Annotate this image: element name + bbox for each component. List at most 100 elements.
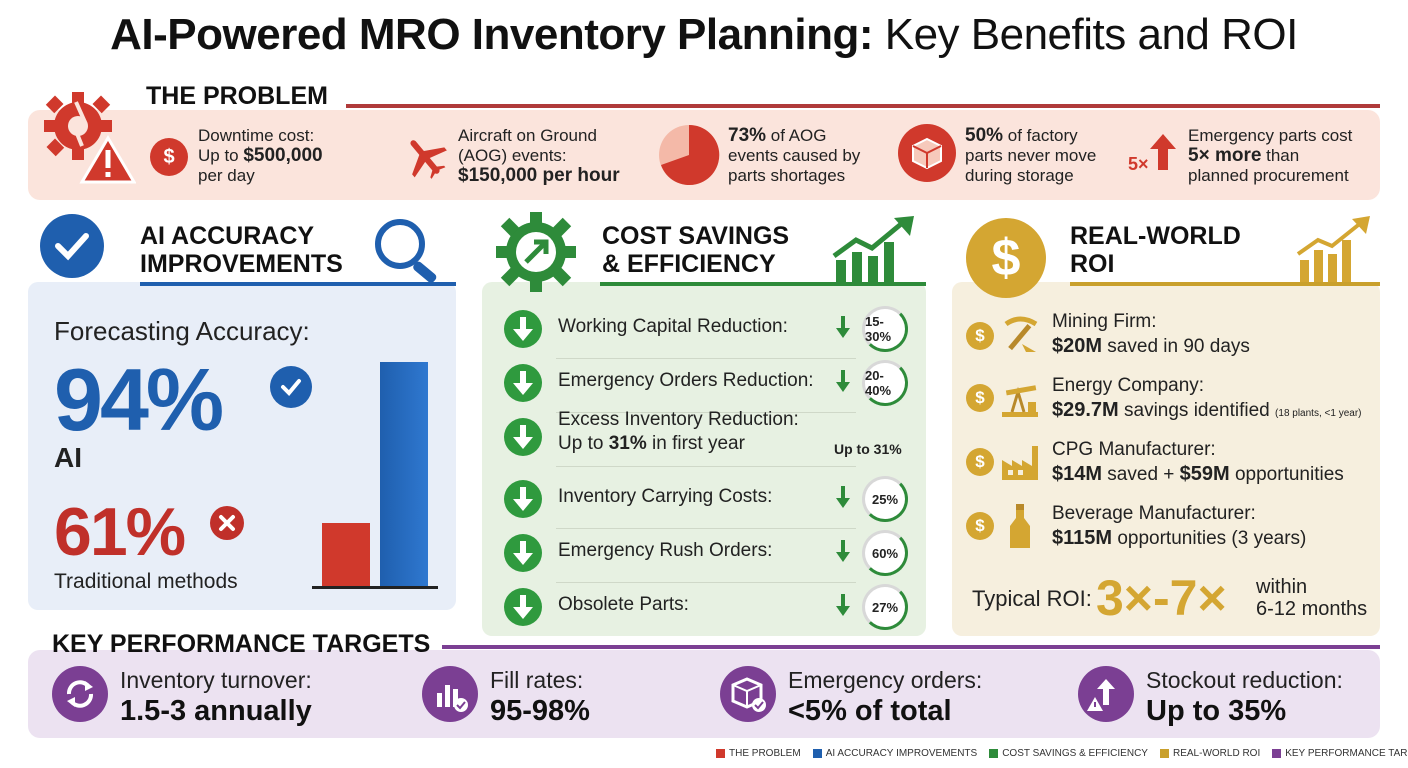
arrow-up-icon [1150,134,1176,170]
savings-pct-badge: 60% [862,530,908,576]
roi-energy-note: (18 plants, <1 year) [1275,408,1362,419]
gold-growth-chart-icon [1296,214,1372,282]
problem-downtime-value: $500,000 [243,145,323,166]
broken-gear-warning-icon [36,86,137,186]
legend-swatch [989,749,999,758]
x-mark-icon [210,506,244,540]
factory-icon [1000,442,1040,482]
kpi-heading: KEY PERFORMANCE TARGETS [52,630,431,658]
kpi-stockout: Stockout reduction: Up to 35% [1146,666,1343,728]
typical-roi-months: 6-12 months [1256,598,1368,620]
roi-cpg-desc: saved + [1102,464,1180,485]
accuracy-ai-label: AI [54,442,82,473]
legend-label: THE PROBLEM [729,748,801,759]
problem-downtime-unit: per day [198,166,255,185]
savings-row-suffix: in first year [646,433,745,454]
legend-label: COST SAVINGS & EFFICIENCY [1002,748,1148,759]
problem-aog-cause-l3: parts shortages [728,166,846,185]
title-bold: AI-Powered MRO Inventory Planning: [110,10,873,59]
legend: THE PROBLEM AI ACCURACY IMPROVEMENTS COS… [716,748,1408,759]
bar-baseline [312,586,438,589]
savings-row-title: Excess Inventory Reduction: [558,409,799,430]
savings-row-value: 31% [608,433,647,454]
problem-emergency-l1: Emergency parts cost [1188,126,1353,145]
legend-item-accuracy: AI ACCURACY IMPROVEMENTS [812,748,978,759]
multiplier-badge: 5× [1128,154,1149,174]
accuracy-label: Forecasting Accuracy: [54,316,310,346]
problem-emergency-l2: than [1261,146,1300,165]
roi-coin-icon: $ [966,512,994,540]
roi-coin-icon: $ [966,384,994,412]
kpi-emergency-value: <5% of total [788,695,952,727]
savings-heading-l2: & EFFICIENCY [602,250,776,278]
roi-cpg-value: $14M [1052,463,1103,485]
problem-downtime-label: Downtime cost: [198,126,315,145]
problem-aog-cause-value: 73% [728,125,767,146]
traditional-bar [322,523,370,586]
pickaxe-icon [1000,314,1040,354]
savings-pct-badge: 25% [862,476,908,522]
down-arrow-icon [504,534,542,572]
problem-heading: THE PROBLEM [146,82,328,110]
kpi-turnover: Inventory turnover: 1.5-3 annually [120,666,312,728]
roi-coin-icon: $ [966,448,994,476]
kpi-band [28,650,1380,738]
problem-aog-cause-l2: events caused by [728,146,861,165]
savings-row-label: Emergency Orders Reduction: [558,370,814,391]
pie-chart-icon [658,124,720,186]
problem-factory-value: 50% [965,125,1004,146]
title-light: Key Benefits and ROI [884,10,1299,59]
down-arrow-icon [504,588,542,626]
legend-swatch [812,749,822,758]
savings-row-label: Working Capital Reduction: [558,316,788,337]
legend-label: KEY PERFORMANCE TARGETS [1285,748,1408,759]
ai-check-icon [270,366,312,408]
legend-item-kpi: KEY PERFORMANCE TARGETS [1272,748,1408,759]
roi-mining: Mining Firm: $20M saved in 90 days [1052,310,1250,359]
savings-rule [600,282,926,286]
kpi-fill-rates-value: 95-98% [490,695,590,727]
roi-coin-icon: $ [966,322,994,350]
growth-chart-icon [830,214,916,282]
accuracy-trad-value: 61% [54,494,186,570]
roi-energy-name: Energy Company: [1052,375,1205,396]
savings-row-label: Obsolete Parts: [558,594,689,615]
down-arrow-icon [504,310,542,348]
problem-aog-cause: 73% of AOG events caused by parts shorta… [728,126,860,186]
checkmark-icon [40,214,104,278]
row-divider [556,412,856,413]
savings-row-label: Inventory Carrying Costs: [558,486,773,507]
page-title: AI-Powered MRO Inventory Planning: Key B… [0,10,1408,60]
kpi-turnover-value: 1.5-3 annually [120,695,312,727]
roi-mining-name: Mining Firm: [1052,311,1157,332]
roi-rule [1070,282,1380,286]
accuracy-rule [140,282,456,286]
roi-energy: Energy Company: $29.7M savings identifie… [1052,374,1361,426]
savings-pct-badge: Up to 31% [834,441,902,457]
roi-cpg-opp-desc: opportunities [1229,464,1344,485]
savings-pct-badge: 27% [862,584,908,630]
down-arrow-icon [504,364,542,402]
legend-swatch [1159,749,1169,758]
oil-pump-icon [1000,378,1040,418]
legend-label: AI ACCURACY IMPROVEMENTS [825,748,978,759]
legend-item-savings: COST SAVINGS & EFFICIENCY [989,748,1148,759]
roi-heading: REAL-WORLD ROI [1070,222,1241,278]
problem-aog-l1: Aircraft on Ground [458,126,597,145]
accuracy-trad-label: Traditional methods [54,570,238,593]
typical-roi-within: within [1256,576,1308,598]
down-arrow-icon [504,418,542,456]
legend-label: REAL-WORLD ROI [1172,748,1261,759]
problem-aog-l2: (AOG) events: [458,146,567,165]
typical-roi-window: within 6-12 months [1256,576,1367,620]
kpi-stockout-value: Up to 35% [1146,695,1287,727]
roi-beverage: Beverage Manufacturer: $115M opportuniti… [1052,502,1306,551]
savings-panel [482,282,926,636]
savings-row-label: Excess Inventory Reduction: Up to 31% in … [558,408,799,456]
problem-aog-value: $150,000 per hour [458,165,620,186]
roi-cpg-opp-value: $59M [1179,463,1230,485]
dollar-coin-icon: $ [150,138,188,176]
problem-factory-l1: of factory [1003,126,1078,145]
problem-downtime: Downtime cost: Up to $500,000 per day [198,126,323,186]
roi-heading-l2: ROI [1070,250,1115,278]
